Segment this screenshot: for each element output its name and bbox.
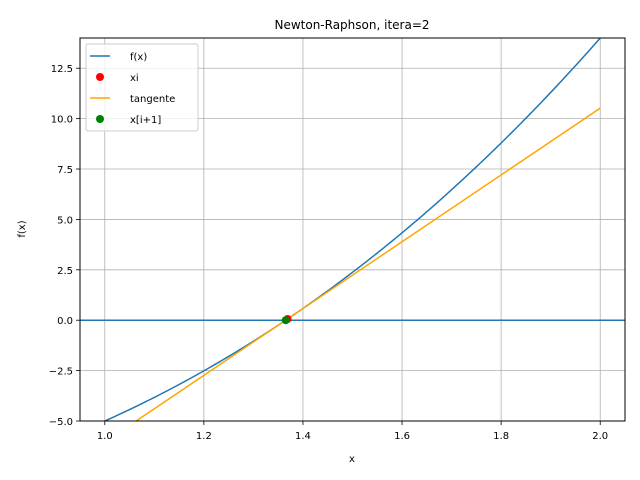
legend-label: f(x)	[130, 52, 147, 63]
tangent-line	[134, 107, 601, 421]
legend-box	[85, 43, 199, 132]
x-tick-label: 1.4	[295, 431, 311, 442]
y-tick-label: 0.0	[57, 316, 73, 327]
x-tick-label: 1.0	[97, 431, 113, 442]
legend-marker-icon	[96, 115, 104, 123]
legend: f(x) xi tangente x[i+1]	[85, 43, 199, 132]
y-tick-label: 2.5	[57, 266, 73, 277]
legend-label: tangente	[130, 94, 175, 105]
x-tick-label: 1.8	[493, 431, 509, 442]
fx-curve	[104, 38, 601, 421]
x-ticks: 1.0 1.2 1.4 1.6 1.8 2.0	[97, 421, 608, 442]
y-tick-label: −5.0	[49, 417, 73, 428]
chart-title: Newton-Raphson, itera=2	[274, 18, 429, 32]
axes-frame	[79, 37, 626, 422]
y-tick-label: 5.0	[57, 215, 73, 226]
grid	[80, 38, 625, 422]
y-axis-label: f(x)	[17, 220, 28, 237]
y-ticks: −5.0 −2.5 0.0 2.5 5.0 7.5 10.0 12.5	[49, 64, 80, 428]
legend-marker-icon	[96, 73, 104, 81]
legend-label: xi	[130, 73, 139, 84]
x-axis-label: x	[349, 454, 355, 465]
y-tick-label: 7.5	[57, 165, 73, 176]
x-tick-label: 1.2	[196, 431, 212, 442]
x-tick-label: 1.6	[394, 431, 410, 442]
legend-label: x[i+1]	[130, 115, 161, 126]
next-x-point	[281, 316, 290, 325]
x-tick-label: 2.0	[592, 431, 608, 442]
y-tick-label: 12.5	[51, 64, 73, 75]
y-tick-label: 10.0	[51, 115, 73, 126]
y-tick-label: −2.5	[49, 367, 73, 378]
plot-area	[80, 38, 625, 421]
